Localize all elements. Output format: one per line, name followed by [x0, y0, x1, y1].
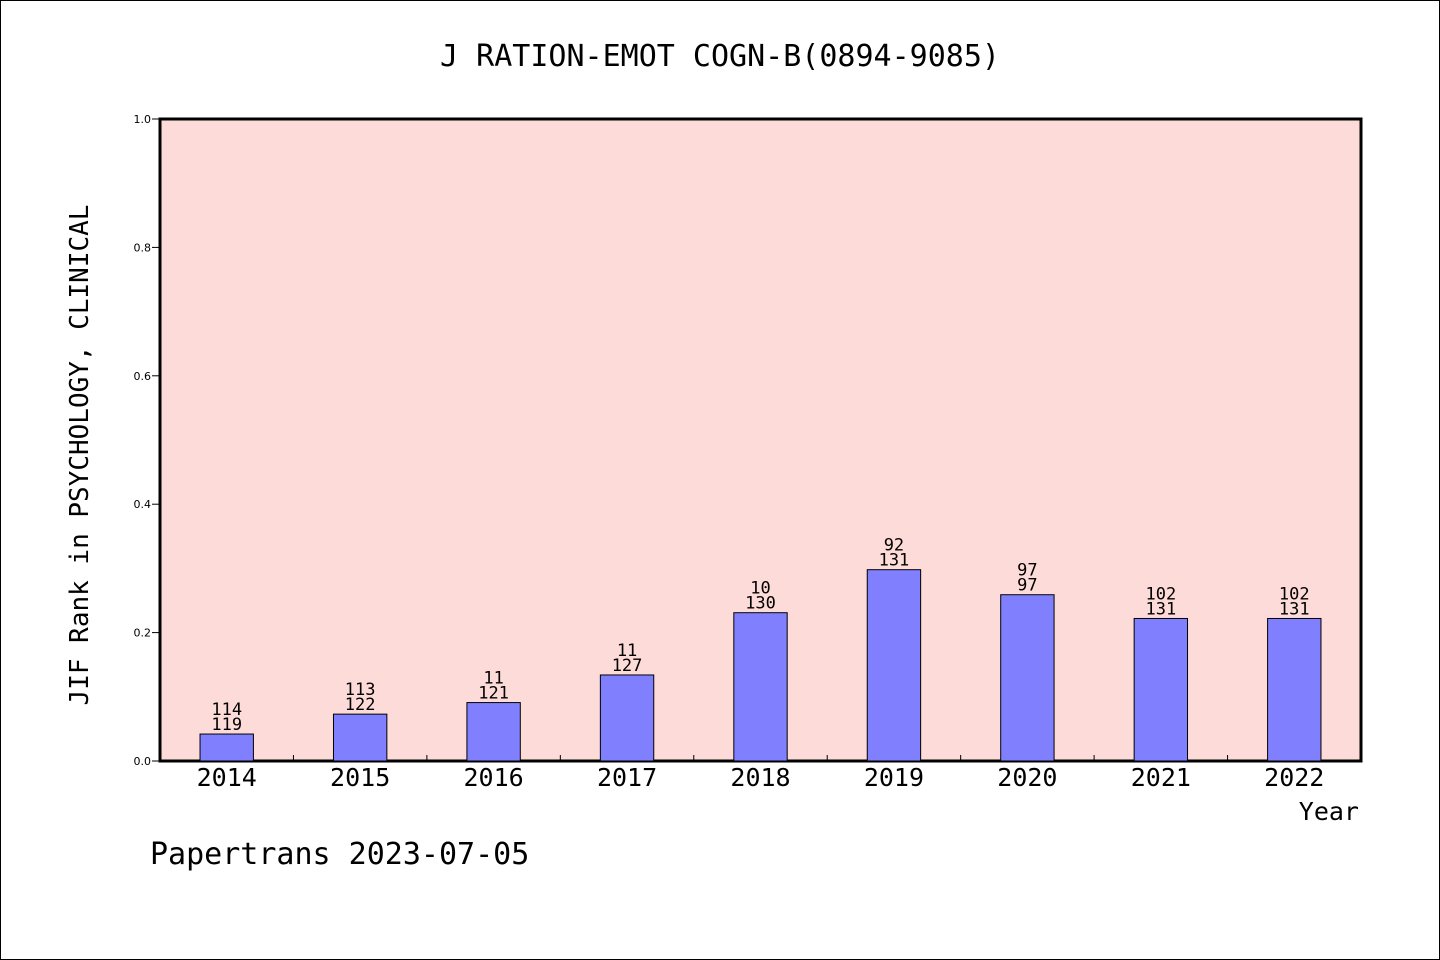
bar-label-total: 121 [478, 684, 509, 704]
bar-label-total: 131 [1145, 599, 1176, 619]
x-tick-label: 2022 [1264, 763, 1324, 792]
x-tick-label: 2018 [730, 763, 790, 792]
chart-title: J RATION-EMOT COGN-B(0894-9085) [440, 39, 1000, 74]
x-tick-label: 2021 [1131, 763, 1191, 792]
bar-label-total: 131 [879, 551, 910, 571]
x-tick-label: 2019 [864, 763, 924, 792]
x-tick-label: 2016 [464, 763, 524, 792]
bar-label-rank: 114 [211, 700, 242, 720]
bar [332, 713, 388, 762]
bars [199, 569, 1322, 762]
bar-label-total: 131 [1279, 599, 1310, 619]
y-tick-label: 1.0 [134, 113, 152, 126]
x-tick-label: 2020 [997, 763, 1057, 792]
y-tick-label: 0.8 [134, 241, 152, 254]
y-tick-label: 0.0 [134, 755, 152, 768]
x-tick-label: 2015 [330, 763, 390, 792]
bar-label-total: 119 [211, 715, 242, 735]
bar [733, 612, 788, 762]
x-axis: 2014 2015 2016 2017 2018 2019 2020 2021 2022 [197, 755, 1324, 792]
bar-label-rank: 97 [1017, 561, 1037, 581]
bar [199, 733, 254, 762]
bar [1000, 594, 1055, 762]
y-axis-label: JIF Rank in PSYCHOLOGY, CLINICAL [65, 205, 95, 706]
bar-label-rank: 102 [1279, 584, 1310, 604]
x-tick-label: 2014 [197, 763, 257, 792]
x-tick-label: 2017 [597, 763, 657, 792]
bar-label-total: 97 [1017, 576, 1037, 596]
bar-label-rank: 92 [884, 536, 904, 556]
x-axis-label: Year [1299, 797, 1359, 826]
footer-text: Papertrans 2023-07-05 [150, 837, 529, 872]
bar [599, 674, 655, 762]
y-tick-label: 0.6 [134, 370, 152, 383]
bar-label-total: 127 [612, 656, 643, 676]
bar-label-total: 122 [345, 695, 376, 715]
bar [1267, 617, 1322, 762]
bar-label-rank: 11 [617, 641, 637, 661]
bar [866, 569, 922, 762]
y-tick-label: 0.4 [134, 498, 152, 511]
bar-label-rank: 10 [750, 579, 770, 599]
bar-label-total: 130 [745, 594, 776, 614]
bar [1133, 617, 1189, 762]
y-axis: 0.0 0.2 0.4 0.6 0.8 1.0 [134, 113, 160, 768]
y-tick-label: 0.2 [134, 627, 152, 640]
bar-label-rank: 102 [1145, 584, 1176, 604]
bar [466, 702, 521, 762]
bar-label-rank: 113 [345, 680, 376, 700]
bar-label-rank: 11 [483, 669, 503, 689]
